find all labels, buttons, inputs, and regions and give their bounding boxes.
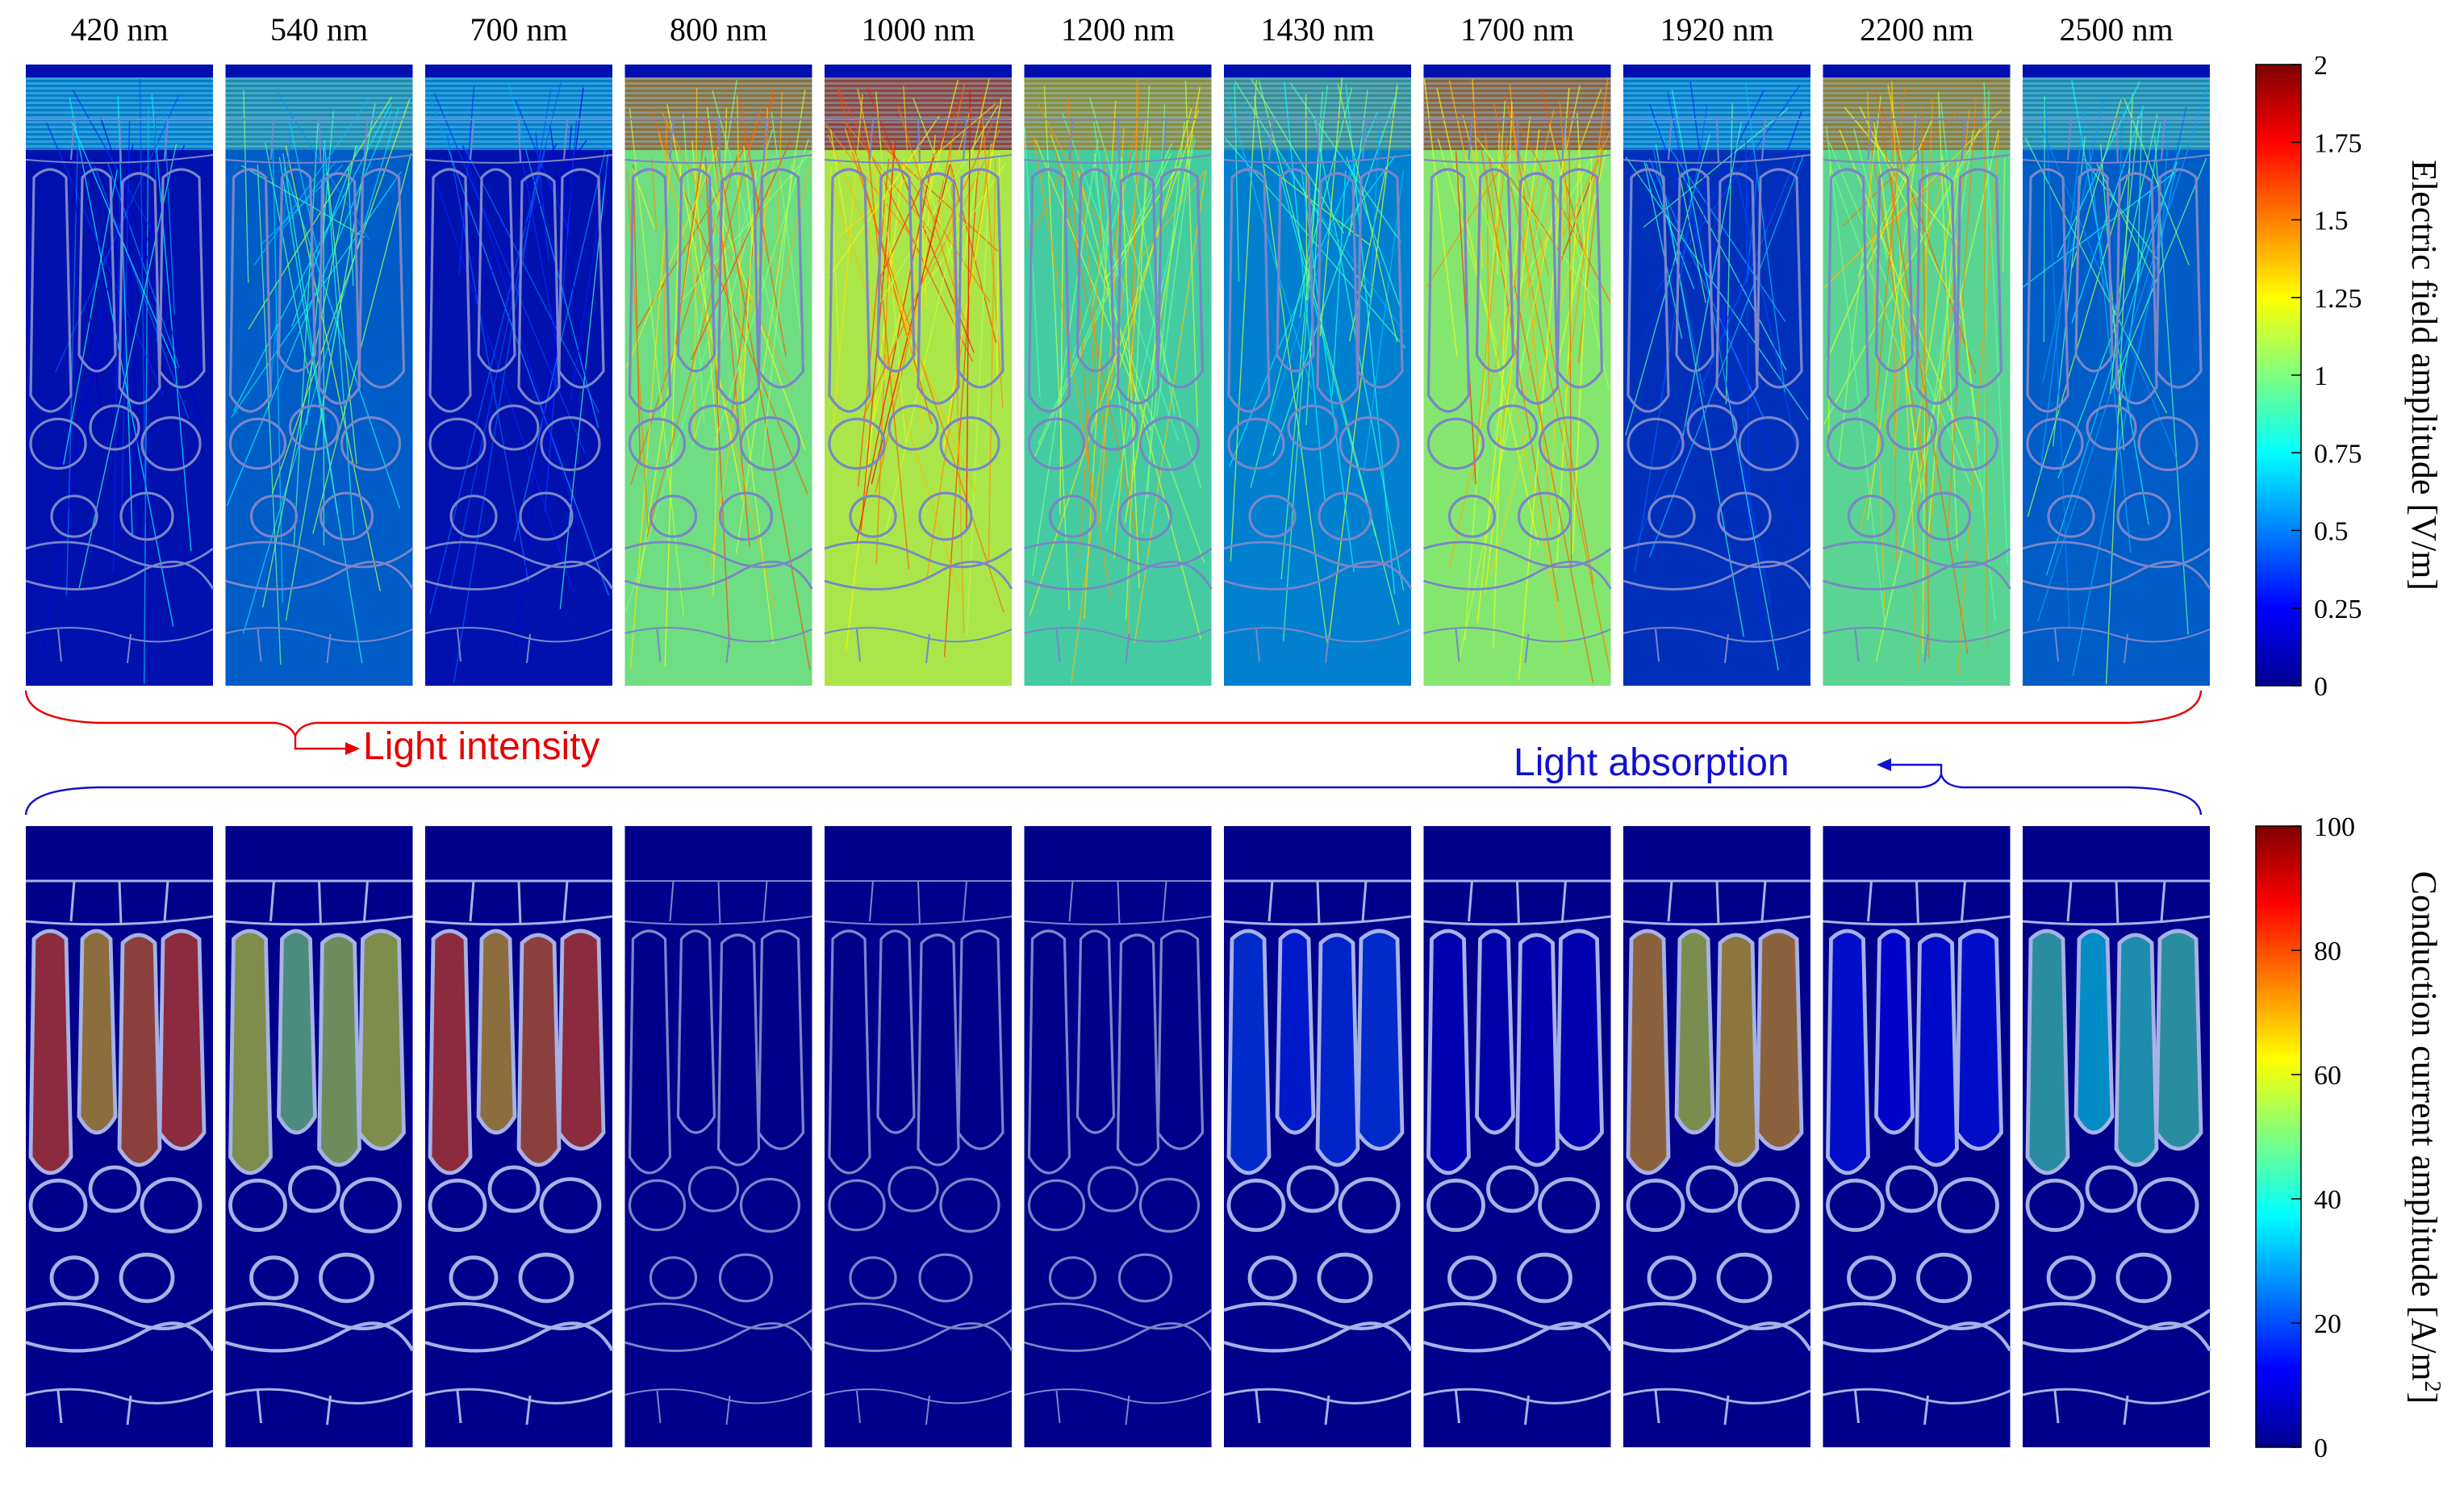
wavelength-label: 800 nm [670, 11, 767, 48]
electric-field-panel [2022, 65, 2211, 686]
colorbar-tick-label: 60 [2314, 1061, 2341, 1091]
wavelength-label: 540 nm [270, 11, 368, 48]
intensity-label: Light intensity [363, 725, 600, 768]
electric-field-colorbar-ticks: 0 0.25 0.5 0.75 1 1.25 1.5 1.75 2 [2291, 51, 2362, 702]
colorbar-tick-label: 0 [2314, 672, 2328, 702]
conduction-current-panel [224, 826, 415, 1447]
conduction-current-panel [1223, 826, 1413, 1447]
conduction-current-panel [1822, 826, 2012, 1447]
intensity-arrow-line [294, 736, 349, 750]
conduction-current-panel [624, 826, 813, 1447]
wavelength-label: 420 nm [70, 11, 168, 48]
electric-field-panel [1823, 65, 2011, 686]
conduction-label-superscript: 2 [2420, 1381, 2445, 1392]
conduction-current-panel [824, 826, 1013, 1447]
wavelength-label: 1200 nm [1061, 11, 1175, 48]
colorbar-tick-label: 1 [2314, 361, 2328, 391]
wavelength-label: 1920 nm [1660, 11, 1773, 48]
conduction-current-panel [424, 826, 614, 1447]
absorption-arrow-line [1888, 763, 1943, 774]
absorption-label: Light absorption [1514, 741, 1790, 784]
wavelength-label: 1000 nm [861, 11, 975, 48]
intensity-brace [24, 690, 2203, 739]
colorbar-tick-label: 100 [2314, 812, 2355, 842]
wavelength-labels: 420 nm 540 nm 700 nm 800 nm 1000 nm 1200 nm 14… [70, 11, 2173, 48]
colorbar-tick-label: 1.75 [2314, 128, 2362, 158]
electric-field-panel [1024, 65, 1213, 686]
conduction-label-main: Conduction current amplitude [A/m [2404, 871, 2444, 1381]
electric-field-panel [1223, 65, 1413, 686]
colorbar-tick-label: 80 [2314, 937, 2341, 966]
intensity-arrow-head [345, 742, 360, 755]
colorbar-tick-label: 20 [2314, 1309, 2341, 1339]
conduction-current-panel [1422, 826, 1613, 1447]
conduction-label-end: ] [2404, 1392, 2444, 1405]
colorbar-tick-label: 0.5 [2314, 517, 2349, 547]
electric-field-panel [624, 65, 813, 686]
conduction-current-panel [25, 826, 215, 1447]
electric-field-panel [1622, 65, 1812, 686]
wavelength-label: 2500 nm [2059, 11, 2173, 48]
conduction-current-panels [25, 826, 2211, 1447]
electric-field-panel [25, 65, 215, 686]
electric-field-panel [424, 65, 614, 686]
absorption-arrow-head [1877, 758, 1891, 771]
wavelength-label: 1430 nm [1260, 11, 1374, 48]
electric-field-panels [25, 65, 2211, 686]
wavelength-label: 1700 nm [1460, 11, 1574, 48]
electric-field-colorbar-label: Electric field amplitude [V/m] [2404, 160, 2444, 591]
conduction-current-colorbar-ticks: 0 20 40 60 80 100 [2291, 812, 2355, 1463]
electric-field-panel [1423, 65, 1612, 686]
absorption-brace [24, 770, 2203, 816]
colorbar-tick-label: 1.25 [2314, 284, 2362, 314]
electric-field-panel [225, 65, 414, 686]
wavelength-label: 2200 nm [1860, 11, 1973, 48]
wavelength-label: 700 nm [470, 11, 567, 48]
electric-field-panel [824, 65, 1013, 686]
colorbar-tick-label: 2 [2314, 51, 2328, 81]
colorbar-tick-label: 40 [2314, 1185, 2341, 1215]
conduction-current-colorbar [2255, 825, 2302, 1448]
conduction-current-panel [2022, 826, 2211, 1447]
conduction-current-colorbar-label: Conduction current amplitude [A/m2] [2404, 871, 2445, 1404]
colorbar-tick-label: 1.5 [2314, 207, 2349, 236]
conduction-current-panel [1622, 826, 1812, 1447]
conduction-current-panel [1024, 826, 1213, 1447]
colorbar-tick-label: 0.75 [2314, 439, 2362, 469]
colorbar-tick-label: 0.25 [2314, 595, 2362, 624]
colorbar-tick-label: 0 [2314, 1434, 2328, 1463]
